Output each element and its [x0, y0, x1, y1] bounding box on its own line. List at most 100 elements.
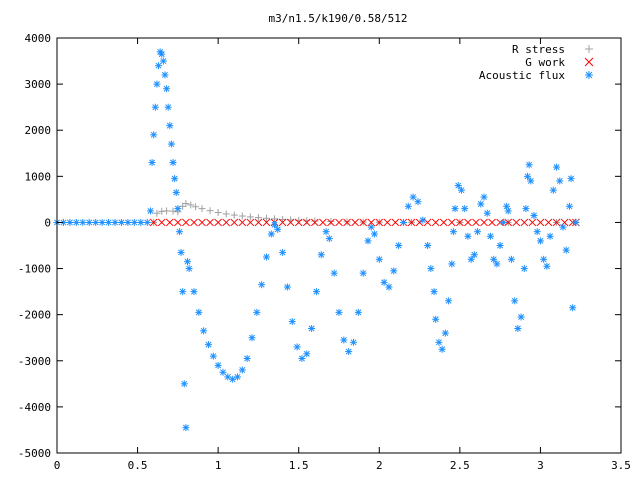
data-point	[262, 214, 270, 222]
data-point	[238, 366, 246, 374]
data-point	[298, 354, 306, 362]
data-point	[467, 255, 475, 263]
data-point	[157, 218, 166, 227]
data-point	[111, 218, 119, 226]
data-point	[483, 209, 491, 217]
data-point	[85, 218, 93, 226]
legend-label: Acoustic flux	[479, 69, 565, 82]
data-point	[524, 172, 532, 180]
data-point	[380, 278, 388, 286]
data-point	[148, 159, 156, 166]
data-point	[536, 237, 544, 245]
data-point	[230, 211, 238, 219]
data-point	[171, 175, 179, 183]
data-point	[190, 288, 198, 296]
data-point	[504, 207, 512, 215]
data-point	[345, 348, 353, 356]
data-point	[174, 218, 182, 227]
data-point	[278, 218, 287, 227]
data-point	[540, 255, 548, 263]
data-point	[222, 218, 231, 227]
data-point	[359, 269, 367, 277]
data-point	[293, 343, 301, 351]
data-point	[177, 248, 185, 256]
data-point	[512, 218, 521, 227]
data-point	[490, 255, 498, 263]
legend-marker	[585, 45, 593, 53]
data-point	[146, 207, 154, 215]
data-point	[279, 215, 287, 223]
data-point	[153, 80, 161, 88]
data-point	[448, 260, 456, 268]
data-point	[294, 218, 303, 227]
data-point	[283, 283, 291, 291]
data-point	[556, 177, 564, 185]
data-point	[214, 218, 222, 227]
x-tick-label: 3	[537, 459, 544, 472]
data-point	[180, 380, 188, 388]
data-point	[243, 354, 251, 362]
y-tick-label: -3000	[18, 355, 51, 368]
data-point	[151, 103, 159, 111]
data-point	[254, 214, 262, 222]
data-point	[546, 232, 554, 240]
data-point	[262, 218, 271, 227]
data-point	[219, 368, 227, 376]
data-point	[430, 288, 438, 296]
data-point	[117, 218, 125, 226]
data-point	[317, 251, 325, 259]
data-point	[553, 163, 561, 171]
y-tick-label: 1000	[25, 170, 52, 183]
data-point	[327, 218, 335, 226]
data-point	[271, 221, 279, 229]
data-point	[375, 218, 384, 227]
data-point	[262, 253, 270, 261]
data-point	[419, 216, 427, 224]
y-tick-label: -2000	[18, 309, 51, 322]
data-point	[536, 218, 545, 227]
data-point	[447, 218, 456, 227]
data-point	[520, 218, 529, 227]
data-point	[480, 218, 488, 227]
data-point	[238, 218, 247, 227]
data-point	[330, 269, 338, 277]
x-tick-label: 0	[54, 459, 61, 472]
data-point	[98, 218, 106, 226]
data-point	[486, 232, 494, 240]
x-tick-label: 0.5	[128, 459, 148, 472]
data-point	[567, 175, 575, 183]
data-point	[559, 223, 567, 231]
data-point	[166, 122, 174, 130]
data-point	[159, 57, 167, 65]
data-point	[182, 218, 190, 227]
data-point	[143, 218, 151, 226]
data-point	[451, 205, 459, 213]
data-point	[66, 218, 74, 226]
data-point	[454, 182, 462, 190]
data-point	[105, 218, 113, 226]
data-point	[209, 352, 217, 360]
data-point	[150, 131, 158, 139]
data-point	[456, 218, 464, 227]
data-point	[72, 218, 80, 226]
data-point	[319, 218, 327, 227]
data-point	[507, 255, 515, 263]
data-point	[569, 304, 577, 312]
y-tick-label: 0	[44, 216, 51, 229]
data-point	[477, 200, 485, 208]
legend-marker	[584, 57, 594, 67]
x-tick-label: 2	[376, 459, 383, 472]
data-point	[198, 205, 206, 213]
data-point	[543, 262, 551, 270]
data-point	[195, 308, 203, 316]
data-point	[124, 218, 132, 226]
data-point	[464, 218, 472, 227]
data-point	[222, 210, 230, 218]
data-point	[399, 218, 407, 226]
x-tick-label: 1.5	[289, 459, 309, 472]
data-point	[204, 341, 212, 349]
data-point	[395, 242, 403, 249]
data-point	[370, 230, 378, 238]
data-point	[528, 218, 537, 227]
